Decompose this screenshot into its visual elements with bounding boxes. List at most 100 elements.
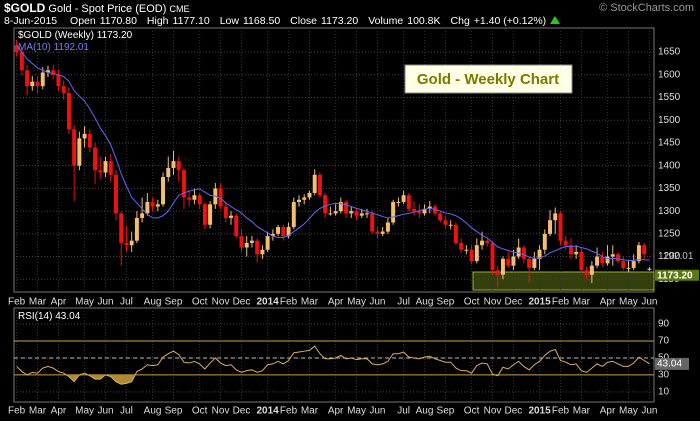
- candle-body: [453, 224, 458, 243]
- y-tick-label: 1250: [658, 228, 681, 239]
- quote-date: 8-Jun-2015: [4, 15, 58, 27]
- quote-value: 1168.50: [242, 15, 281, 27]
- x-tick-label: Jul: [120, 297, 133, 308]
- x-tick-label: Jul: [120, 406, 133, 417]
- x-tick-label: Feb: [552, 297, 570, 308]
- x-tick-label: 2014: [257, 406, 280, 417]
- title-row: $GOLD Gold - Spot Price (EOD) CME: [4, 1, 189, 15]
- candle-body: [474, 245, 479, 262]
- candle-body: [72, 129, 77, 166]
- legend-name: $GOLD (Weekly): [18, 30, 94, 41]
- candle-body: [56, 74, 61, 87]
- x-tick-label: Apr: [600, 297, 616, 308]
- candle-body: [202, 204, 207, 225]
- candle-body: [276, 227, 281, 234]
- main-panel-frame: [13, 27, 655, 293]
- candle-body: [223, 206, 228, 218]
- candle-body: [171, 161, 176, 168]
- annotation-box: [404, 64, 573, 94]
- candle-body: [77, 138, 82, 166]
- last-price-box: [655, 269, 699, 281]
- quote-field: Volume 100.8K: [368, 15, 440, 27]
- y-tick-label: 1650: [658, 47, 681, 58]
- candle-body: [14, 45, 19, 53]
- candle-body: [365, 213, 369, 215]
- y-tick-label: 1500: [658, 115, 681, 126]
- candle-body: [129, 240, 134, 246]
- legend-name: MA(10): [18, 42, 51, 53]
- last-price-label: 1173.20: [657, 270, 693, 281]
- x-tick-label: Oct: [464, 406, 480, 417]
- candle-body: [270, 233, 275, 237]
- candle-body: [563, 240, 568, 246]
- candle-body: [61, 86, 66, 93]
- x-tick-label: Sep: [165, 406, 183, 417]
- quote-field: Close 1173.20: [290, 15, 358, 27]
- quote-label: Close: [290, 15, 318, 27]
- x-tick-label: Oct: [192, 297, 208, 308]
- y-tick-label: 90: [658, 319, 670, 330]
- x-tick-label: Apr: [51, 297, 67, 308]
- x-tick-label: Nov: [212, 297, 230, 308]
- quote-field: Chg +1.40 (+0.12%): [451, 15, 547, 27]
- x-tick-label: Aug: [416, 406, 434, 417]
- x-tick-label: Sep: [437, 406, 455, 417]
- candle-body: [344, 202, 349, 214]
- x-tick-label: Dec: [233, 406, 251, 417]
- x-tick-label: Nov: [212, 406, 230, 417]
- x-tick-label: 2015: [528, 406, 551, 417]
- candle-body: [412, 208, 417, 212]
- candle-body: [307, 192, 312, 198]
- x-tick-label: May: [75, 297, 94, 308]
- candle-body: [234, 215, 239, 237]
- candle-body: [46, 70, 50, 73]
- candle-body: [98, 170, 103, 173]
- x-tick-label: Apr: [328, 406, 344, 417]
- x-tick-label: Jun: [369, 406, 385, 417]
- quote-field: High 1177.10: [147, 15, 210, 27]
- candle-body: [119, 213, 124, 243]
- quote-label: Volume: [368, 15, 404, 27]
- x-tick-label: Feb: [280, 406, 298, 417]
- candle-body: [527, 258, 532, 268]
- moving-average-line: [16, 44, 650, 262]
- y-tick-label: 1550: [658, 92, 681, 103]
- candle-body: [161, 177, 166, 205]
- x-tick-label: Apr: [600, 406, 616, 417]
- y-tick-label: 30: [658, 370, 670, 381]
- candle-body: [380, 231, 385, 234]
- candle-body: [113, 174, 118, 214]
- candle-body: [642, 245, 647, 255]
- candle-body: [19, 52, 24, 71]
- x-tick-label: Mar: [301, 297, 319, 308]
- quote-row: 8-Jun-2015 Open 1170.80 High 1177.10 Low 1168…: [4, 15, 561, 27]
- quote-label: Chg: [450, 15, 470, 27]
- candle-body: [155, 204, 160, 207]
- candle-body: [197, 195, 202, 205]
- x-tick-label: May: [619, 406, 638, 417]
- candle-body: [260, 249, 265, 255]
- candle-body: [443, 220, 448, 225]
- candle-body: [370, 213, 375, 232]
- x-tick-label: Dec: [505, 406, 523, 417]
- candle-body: [82, 133, 87, 139]
- instrument-name: Gold - Spot Price (EOD): [48, 3, 167, 15]
- quote-field: Low 1168.50: [220, 15, 280, 27]
- y-tick-label: 1600: [658, 69, 681, 80]
- quote-value: 1173.20: [321, 15, 359, 27]
- candle-body: [558, 213, 563, 241]
- candle-body: [595, 256, 600, 266]
- candle-body: [401, 195, 406, 203]
- candle-body: [605, 256, 610, 264]
- x-tick-label: May: [619, 297, 638, 308]
- x-tick-label: Mar: [573, 406, 591, 417]
- candle-body: [542, 233, 547, 250]
- rsi-panel-frame: [13, 307, 655, 403]
- x-tick-label: Jun: [641, 406, 657, 417]
- y-tick-label: 1400: [658, 160, 681, 171]
- x-tick-label: 2015: [528, 297, 551, 308]
- candle-body: [249, 240, 254, 243]
- candle-body: [166, 167, 171, 178]
- candle-body: [150, 202, 155, 207]
- candle-body: [108, 161, 113, 175]
